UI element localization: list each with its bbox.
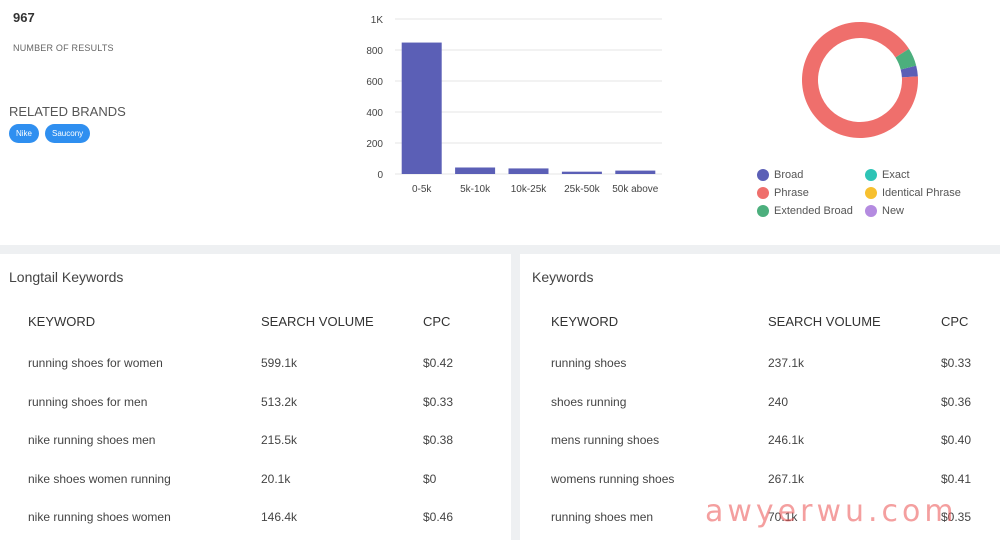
y-tick-label: 0	[377, 170, 383, 181]
longtail-volume-cell: 146.4k	[261, 510, 298, 524]
x-tick-label: 0-5k	[412, 184, 432, 195]
longtail-keyword-cell[interactable]: nike running shoes men	[28, 433, 156, 447]
match-type-legend: Broad Exact Phrase Identical Phrase Extended…	[757, 167, 997, 218]
longtail-keywords-title: Longtail Keywords	[9, 269, 124, 285]
related-brands-tags: Nike Saucony	[9, 124, 91, 143]
keyword-cpc-cell: $0.41	[941, 472, 972, 486]
y-tick-label: 1K	[371, 15, 384, 26]
keyword-volume-cell: 237.1k	[768, 356, 805, 370]
donut-slice-extended-broad[interactable]	[895, 48, 917, 70]
longtail-cpc-cell: $0.46	[423, 510, 454, 524]
keyword-volume-cell: 240	[768, 395, 789, 409]
keyword-volume-cell: 70.1k	[768, 510, 798, 524]
longtail-keyword-cell[interactable]: nike running shoes women	[28, 510, 171, 524]
column-header-search-volume[interactable]: SEARCH VOLUME	[261, 314, 374, 329]
legend-swatch	[865, 186, 877, 199]
legend-swatch	[865, 168, 877, 181]
bar[interactable]	[615, 170, 656, 174]
legend-item-new[interactable]: New	[865, 203, 995, 218]
search-volume-bar-chart: 0 200 400 600 800 1K 0-5k 5k-10k 10k-25k 25k-50k 5…	[366, 15, 662, 195]
results-count-label: NUMBER OF RESULTS	[13, 43, 114, 53]
keyword-cpc-cell: $0.36	[941, 395, 972, 409]
legend-swatch	[757, 168, 769, 181]
donut-slice-broad[interactable]	[900, 65, 918, 78]
longtail-cpc-cell: $0	[423, 472, 437, 486]
longtail-volume-cell: 599.1k	[261, 356, 298, 370]
column-header-keyword[interactable]: KEYWORD	[28, 314, 96, 329]
longtail-keyword-cell[interactable]: nike shoes women running	[28, 472, 171, 486]
bar[interactable]	[508, 168, 549, 174]
keyword-volume-cell: 267.1k	[768, 472, 805, 486]
results-count: 967	[13, 10, 35, 25]
keyword-cell[interactable]: womens running shoes	[551, 472, 675, 486]
legend-label: Exact	[882, 168, 910, 181]
longtail-volume-cell: 513.2k	[261, 395, 298, 409]
legend-swatch	[757, 186, 769, 199]
keyword-cell[interactable]: mens running shoes	[551, 433, 660, 447]
legend-item-broad[interactable]: Broad	[757, 167, 865, 182]
bar[interactable]	[561, 171, 602, 174]
bar[interactable]	[455, 167, 496, 174]
watermark: awyerwu.com	[705, 494, 958, 529]
bar[interactable]	[401, 42, 442, 175]
longtail-keyword-cell[interactable]: running shoes for men	[28, 395, 148, 409]
legend-label: New	[882, 204, 905, 217]
column-header-cpc[interactable]: CPC	[423, 314, 451, 329]
keyword-cpc-cell: $0.33	[941, 356, 972, 370]
y-tick-label: 400	[366, 108, 383, 119]
keyword-cpc-cell: $0.35	[941, 510, 972, 524]
legend-label: Phrase	[774, 186, 809, 199]
donut-slice-phrase[interactable]	[802, 22, 918, 139]
column-header-search-volume[interactable]: SEARCH VOLUME	[768, 314, 881, 329]
overview-card: 967 NUMBER OF RESULTS RELATED BRANDS Nik…	[0, 0, 1000, 245]
keyword-cell[interactable]: shoes running	[551, 395, 627, 409]
x-tick-label: 5k-10k	[460, 184, 491, 195]
legend-swatch	[757, 204, 769, 217]
longtail-cpc-cell: $0.33	[423, 395, 454, 409]
keyword-cell[interactable]: running shoes	[551, 356, 627, 370]
longtail-cpc-cell: $0.42	[423, 356, 454, 370]
y-tick-label: 200	[366, 139, 383, 150]
column-header-cpc[interactable]: CPC	[941, 314, 969, 329]
legend-item-phrase[interactable]: Phrase	[757, 185, 865, 200]
legend-label: Extended Broad	[774, 204, 853, 217]
longtail-keywords-panel: Longtail Keywords KEYWORD SEARCH VOLUME …	[0, 254, 511, 540]
longtail-cpc-cell: $0.38	[423, 433, 454, 447]
longtail-volume-cell: 215.5k	[261, 433, 298, 447]
legend-swatch	[865, 204, 877, 217]
legend-item-exact[interactable]: Exact	[865, 167, 995, 182]
related-brands-title: RELATED BRANDS	[9, 104, 126, 119]
longtail-volume-cell: 20.1k	[261, 472, 291, 486]
keyword-cpc-cell: $0.40	[941, 433, 972, 447]
y-tick-label: 600	[366, 77, 383, 88]
brand-tag-nike[interactable]: Nike	[9, 124, 40, 143]
legend-label: Broad	[774, 168, 804, 181]
match-type-donut-chart	[802, 22, 918, 139]
keyword-cell[interactable]: running shoes men	[551, 510, 654, 524]
brand-tag-saucony[interactable]: Saucony	[45, 124, 91, 143]
longtail-keyword-cell[interactable]: running shoes for women	[28, 356, 163, 370]
keywords-panel: Keywords KEYWORD SEARCH VOLUME CPC runni…	[520, 254, 1000, 540]
legend-item-extended-broad[interactable]: Extended Broad	[757, 203, 865, 218]
x-tick-label: 25k-50k	[564, 184, 601, 195]
keyword-volume-cell: 246.1k	[768, 433, 805, 447]
x-tick-label: 50k above	[612, 184, 659, 195]
x-tick-label: 10k-25k	[511, 184, 548, 195]
legend-label: Identical Phrase	[882, 186, 961, 199]
keywords-title: Keywords	[532, 269, 594, 285]
column-header-keyword[interactable]: KEYWORD	[551, 314, 619, 329]
legend-item-identical-phrase[interactable]: Identical Phrase	[865, 185, 995, 200]
y-tick-label: 800	[366, 46, 383, 57]
